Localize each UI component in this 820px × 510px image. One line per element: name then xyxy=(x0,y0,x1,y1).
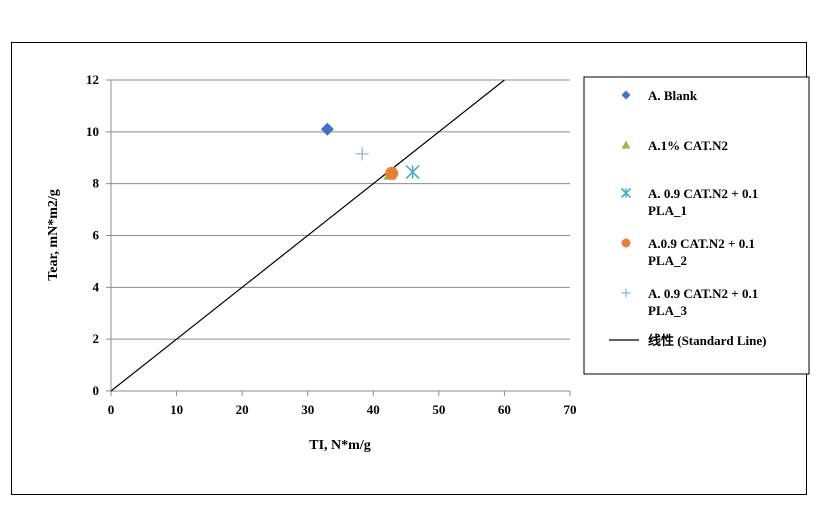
legend-label: A.1% CAT.N2 xyxy=(648,138,728,153)
legend-label: A. 0.9 CAT.N2 + 0.1 xyxy=(648,286,758,301)
x-tick-label: 50 xyxy=(432,402,445,417)
y-tick-label: 12 xyxy=(86,72,99,87)
legend-marker-plus xyxy=(621,288,631,298)
y-axis-label: Tear, mN*m2/g xyxy=(46,189,61,281)
legend-label: PLA_3 xyxy=(648,303,688,318)
legend-marker-triangle xyxy=(621,140,631,149)
legend-marker-diamond xyxy=(621,90,631,100)
trend-line-group xyxy=(110,79,505,392)
y-tick-label: 8 xyxy=(93,176,100,191)
legend-label: 线性 (Standard Line) xyxy=(648,333,766,348)
data-point-star xyxy=(405,164,420,180)
legend-box xyxy=(583,76,810,375)
x-axis-label: TI, N*m/g xyxy=(309,438,370,453)
data-point-circle xyxy=(385,166,399,180)
x-tick-label: 20 xyxy=(236,402,249,417)
legend-label: A. Blank xyxy=(648,88,698,103)
y-tick-label: 2 xyxy=(93,331,100,346)
x-tick-label: 0 xyxy=(108,402,115,417)
legend-label: PLA_2 xyxy=(648,253,687,268)
x-tick-label: 10 xyxy=(170,402,183,417)
y-tick-label: 0 xyxy=(93,383,100,398)
data-point-plus xyxy=(355,147,369,161)
y-tick-label: 6 xyxy=(93,228,100,243)
data-points xyxy=(320,122,420,180)
y-tick-label: 10 xyxy=(86,124,99,139)
axes xyxy=(106,79,571,396)
x-tick-label: 30 xyxy=(301,402,314,417)
x-tick-label: 70 xyxy=(564,402,577,417)
legend-label: A. 0.9 CAT.N2 + 0.1 xyxy=(648,186,758,201)
x-tick-label: 60 xyxy=(498,402,511,417)
legend-label: PLA_1 xyxy=(648,203,687,218)
standard-line xyxy=(110,79,505,392)
legend: A. Blank A.1% CAT.N2 A. 0.9 CAT.N2 + 0.1 PL… xyxy=(583,76,810,375)
legend-marker-star xyxy=(620,187,632,199)
gridlines xyxy=(111,79,570,340)
legend-marker-circle xyxy=(621,238,631,248)
x-tick-label: 40 xyxy=(367,402,380,417)
data-point-diamond xyxy=(320,122,334,136)
tick-labels: 0 2 4 6 8 10 12 0 10 20 30 40 50 60 70 xyxy=(86,72,577,417)
y-tick-label: 4 xyxy=(93,279,100,294)
legend-label: A.0.9 CAT.N2 + 0.1 xyxy=(648,236,755,251)
